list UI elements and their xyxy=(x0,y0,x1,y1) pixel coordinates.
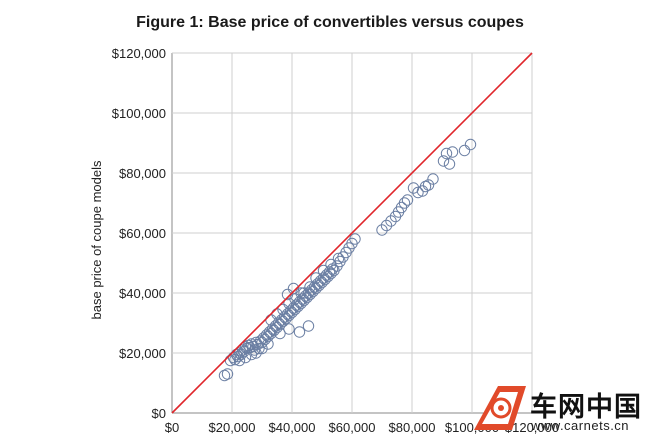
x-tick-label: $40,000 xyxy=(269,420,316,435)
x-tick-label: $20,000 xyxy=(209,420,256,435)
data-point xyxy=(277,303,289,316)
watermark-text: 车网中国 xyxy=(530,392,642,423)
x-tick-label: $0 xyxy=(165,420,179,435)
reference-line xyxy=(171,52,533,414)
x-tick-label: $60,000 xyxy=(329,420,376,435)
data-point xyxy=(287,282,300,295)
y-tick-label: $20,000 xyxy=(119,346,166,361)
data-point xyxy=(250,347,262,359)
data-point xyxy=(302,320,315,332)
y-tick-label: $40,000 xyxy=(119,286,166,301)
data-point xyxy=(458,144,471,157)
data-point xyxy=(437,155,450,167)
y-tick-label: $100,000 xyxy=(112,106,166,121)
data-point xyxy=(310,272,322,284)
data-point xyxy=(422,179,435,191)
watermark-url: www.carnets.cn xyxy=(531,418,630,433)
data-point xyxy=(239,351,252,364)
data-point xyxy=(236,344,249,356)
data-point xyxy=(398,197,411,209)
y-tick-label: $120,000 xyxy=(112,46,166,61)
y-axis-title: base price of coupe models xyxy=(89,160,104,319)
data-point xyxy=(256,342,268,355)
data-point xyxy=(283,297,295,310)
data-point xyxy=(446,146,459,158)
data-point xyxy=(245,348,258,361)
data-point xyxy=(325,258,337,271)
chart-title: Figure 1: Base price of convertibles ver… xyxy=(136,14,524,31)
data-point xyxy=(443,158,456,170)
x-tick-label: $120,000 xyxy=(505,420,559,435)
data-point xyxy=(283,323,295,335)
watermark-logo xyxy=(474,386,526,430)
data-point xyxy=(440,147,453,160)
data-point xyxy=(401,194,414,206)
data-point xyxy=(412,186,424,199)
data-point xyxy=(380,219,393,232)
data-point xyxy=(317,264,330,277)
data-point xyxy=(385,215,397,227)
data-points xyxy=(218,138,477,382)
data-point xyxy=(349,233,361,245)
x-tick-label: $80,000 xyxy=(389,420,436,435)
data-point xyxy=(221,368,234,380)
tick-labels: $0$0 $20,000 $20,000 $40,000 $40,000 $60,000 $… xyxy=(112,46,559,435)
y-tick-label: $80,000 xyxy=(119,166,166,181)
data-point xyxy=(293,326,306,338)
data-point xyxy=(233,354,246,367)
data-point xyxy=(298,287,310,299)
data-point xyxy=(281,288,294,301)
y-tick-label: $60,000 xyxy=(119,226,166,241)
data-point xyxy=(427,173,439,185)
data-point xyxy=(262,338,274,350)
y-tick-label: $0 xyxy=(152,406,166,421)
data-point xyxy=(464,138,477,151)
data-point xyxy=(325,267,337,280)
data-point xyxy=(304,281,316,293)
data-point xyxy=(323,266,336,278)
data-point xyxy=(274,327,286,340)
logo-mark-icon xyxy=(474,386,526,430)
data-point xyxy=(332,252,345,265)
data-point xyxy=(376,224,388,236)
